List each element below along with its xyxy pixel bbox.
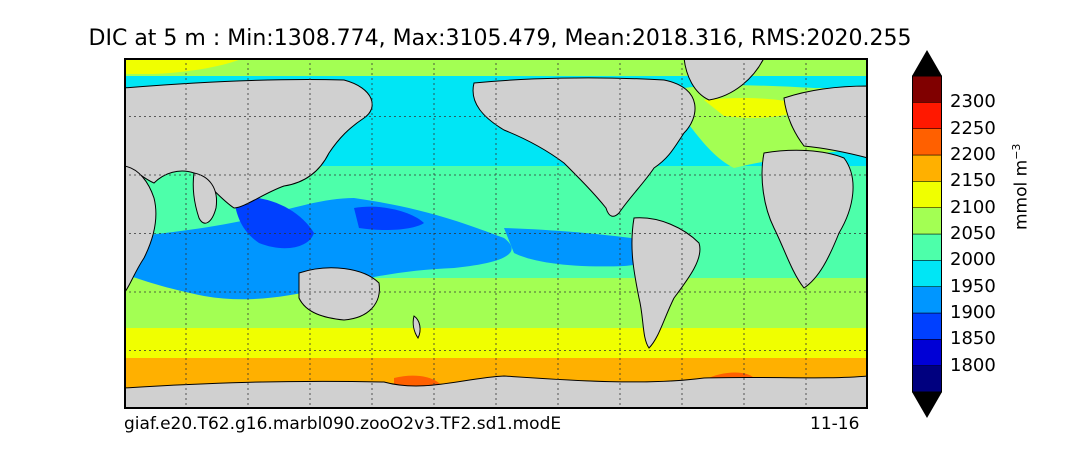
colorbar-swatch xyxy=(912,312,942,340)
colorbar-swatch xyxy=(912,154,942,182)
colorbar-swatch xyxy=(912,181,942,208)
colorbar-swatch xyxy=(912,339,942,366)
graticule xyxy=(124,58,868,409)
colorbar-swatch xyxy=(912,75,942,103)
colorbar-tick-label: 2050 xyxy=(950,223,996,244)
colorbar-swatch xyxy=(912,102,942,129)
map-frame xyxy=(124,58,868,409)
arctic-yellow xyxy=(124,58,244,74)
indonesia-deep-blue xyxy=(234,197,314,249)
land-south-america xyxy=(631,217,701,349)
east-pacific-blue xyxy=(504,228,672,267)
colorbar-swatch xyxy=(912,365,942,393)
colorbar-frame xyxy=(912,75,942,393)
band-arctic xyxy=(124,58,868,76)
colorbar-extend-min xyxy=(912,392,942,418)
land-africa xyxy=(761,149,854,289)
colorbar-swatch xyxy=(912,207,942,235)
colorbar-swatch xyxy=(912,233,942,261)
land-europe-east xyxy=(783,85,868,159)
land-arabia-africa xyxy=(124,165,157,294)
colorbar-units: mmol m−3 xyxy=(1010,143,1032,230)
land-australia xyxy=(298,267,380,321)
run-name: giaf.e20.T62.g16.marbl090.zooO2v3.TF2.sd… xyxy=(124,414,562,434)
colorbar-tick-label: 2300 xyxy=(950,91,996,113)
colorbar-extend-max xyxy=(912,50,942,76)
colorbar-swatch xyxy=(912,286,942,314)
colorbar-tick-label: 2200 xyxy=(950,144,996,165)
colorbar-tick-label: 1800 xyxy=(950,354,996,376)
time-period: 11-16 xyxy=(810,414,860,434)
colorbar-tick-label: 1900 xyxy=(950,302,996,323)
colorbar-swatch xyxy=(912,128,942,156)
west-pacific-deep-blue xyxy=(354,206,424,231)
colorbar-tick-label: 2000 xyxy=(950,249,996,271)
colorbar-tick-label: 2250 xyxy=(950,117,996,139)
colorbar xyxy=(912,50,942,418)
dic-map xyxy=(124,58,868,409)
land-india xyxy=(192,172,218,224)
north-atlantic-yellow xyxy=(704,98,804,118)
land-new-zealand xyxy=(412,315,421,339)
map-title: DIC at 5 m : Min:1308.774, Max:3105.479,… xyxy=(88,26,912,51)
colorbar-tick-label: 1850 xyxy=(950,328,996,350)
colorbar-tick-label: 2150 xyxy=(950,170,996,192)
colorbar-tick-label: 1950 xyxy=(950,275,996,297)
land-north-america xyxy=(472,77,696,217)
colorbar-tick-label: 2100 xyxy=(950,196,996,218)
colorbar-swatch xyxy=(912,260,942,287)
